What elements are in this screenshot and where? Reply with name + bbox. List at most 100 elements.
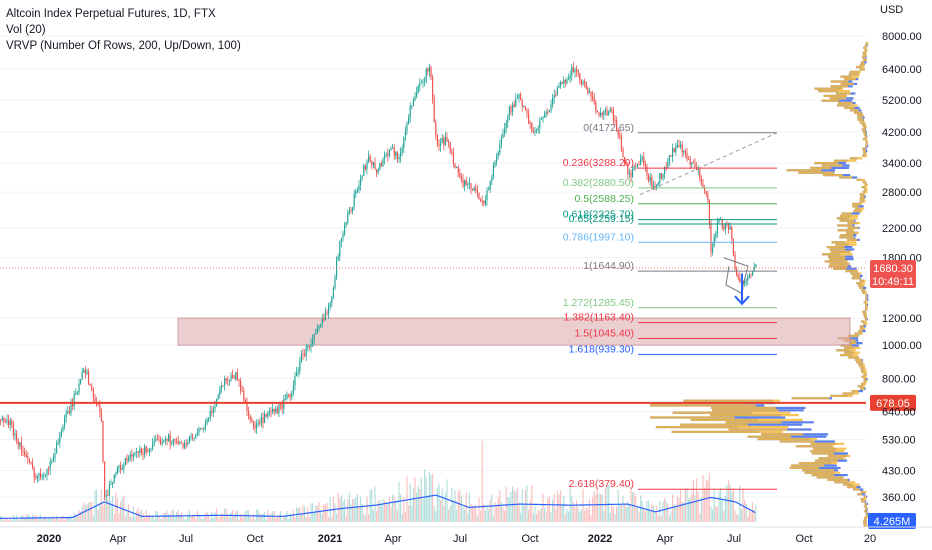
candle [592, 90, 594, 102]
price-axis[interactable]: 8000.006400.005200.004200.003400.002800.… [0, 31, 922, 529]
candle-body [571, 67, 573, 76]
fib-extension[interactable]: 0(4172.65)0.236(3288.20)0.382(2880.50)0.… [563, 122, 778, 490]
candle-body [630, 172, 632, 177]
candle [123, 462, 125, 474]
drawings[interactable] [723, 257, 750, 306]
volume-bar [129, 516, 131, 522]
candle-body [728, 224, 730, 230]
time-tick-label: Jul [179, 533, 193, 545]
vp-row-up [840, 75, 859, 78]
candle [449, 141, 451, 155]
candle [542, 115, 544, 124]
candle-body [585, 81, 587, 88]
fib-level-label: 0(4172.65) [583, 122, 634, 134]
candle [428, 63, 430, 77]
candle [268, 407, 270, 417]
volume-bar [65, 518, 67, 522]
candle [411, 104, 413, 110]
time-axis[interactable]: 2020 Apr Jul Oct 2021 Apr Jul Oct 2022 Apr Jul Oct 2… [0, 526, 932, 545]
volume-bar [574, 506, 576, 522]
volume-bar [451, 487, 453, 522]
vp-row-up [860, 368, 867, 371]
candle [353, 189, 355, 211]
horizontal-line[interactable]: 678.05 [0, 394, 916, 411]
vp-row-up [852, 274, 860, 277]
vp-row-up [861, 186, 867, 189]
candle-body [748, 274, 750, 277]
candle [396, 151, 398, 164]
candle [339, 240, 341, 262]
candle [289, 393, 291, 402]
volume-bar [240, 513, 242, 522]
candle [284, 393, 286, 401]
candle-body [32, 463, 34, 469]
volume-bar [49, 516, 51, 522]
candle-body [452, 152, 454, 164]
volume-bar [440, 500, 442, 522]
candle [324, 307, 326, 321]
candle-body [435, 122, 437, 135]
vp-row-up [834, 481, 856, 484]
volume-bar [347, 498, 349, 522]
volume-bar [667, 503, 669, 522]
candle-body [315, 332, 317, 335]
candle [262, 412, 264, 429]
candle [310, 338, 312, 353]
candle-body [505, 122, 507, 129]
candle [24, 447, 26, 458]
candle [212, 405, 214, 417]
vp-row-up [818, 90, 850, 93]
candle [28, 458, 30, 464]
candle [552, 94, 554, 109]
legend-title[interactable]: Altcoin Index Perpetual Futures, 1D, FTX [6, 8, 216, 20]
candle-body [78, 383, 80, 393]
candle [627, 161, 629, 179]
candle-body [412, 99, 414, 107]
candle-body [441, 138, 443, 144]
candle [571, 63, 573, 81]
candle-body [700, 178, 702, 185]
candle-body [68, 411, 70, 414]
candle [689, 155, 691, 170]
volume-bar [563, 495, 565, 522]
volume-bar [337, 492, 339, 522]
vp-row-up [810, 442, 845, 445]
candle [316, 323, 318, 335]
candle-body [233, 377, 235, 380]
volume-bar [179, 514, 181, 522]
candle [678, 139, 680, 148]
candle [684, 148, 686, 158]
volume-bar [174, 517, 176, 522]
volume-bar [700, 497, 702, 522]
candle [588, 87, 590, 94]
candle [140, 447, 142, 456]
volume-bar [235, 511, 237, 522]
volume-bar [640, 495, 642, 522]
candles [0, 62, 757, 503]
volume-bar [313, 512, 315, 522]
candle-body [600, 112, 602, 116]
candle [662, 173, 664, 182]
volume-bar [585, 507, 587, 522]
volume-bar [627, 501, 629, 522]
volume-bar [132, 506, 134, 522]
legend-vol[interactable]: Vol (20) [6, 24, 46, 36]
volume-bar [609, 512, 611, 522]
candle [660, 172, 662, 180]
volume-bar [128, 504, 130, 522]
volume-bar [732, 489, 734, 522]
candle [446, 132, 448, 143]
volume-bar [254, 519, 256, 522]
candle [326, 309, 328, 317]
volume-bar [147, 515, 149, 522]
candle [558, 82, 560, 89]
volume-bar [105, 501, 107, 522]
candle-body [507, 115, 509, 123]
legend-vrvp[interactable]: VRVP (Number Of Rows, 200, Up/Down, 100) [6, 40, 241, 52]
candle-body [291, 392, 293, 398]
candle-body [288, 394, 290, 396]
candle-body [185, 443, 187, 445]
volume-bar [120, 501, 122, 522]
candle-body [172, 439, 174, 444]
